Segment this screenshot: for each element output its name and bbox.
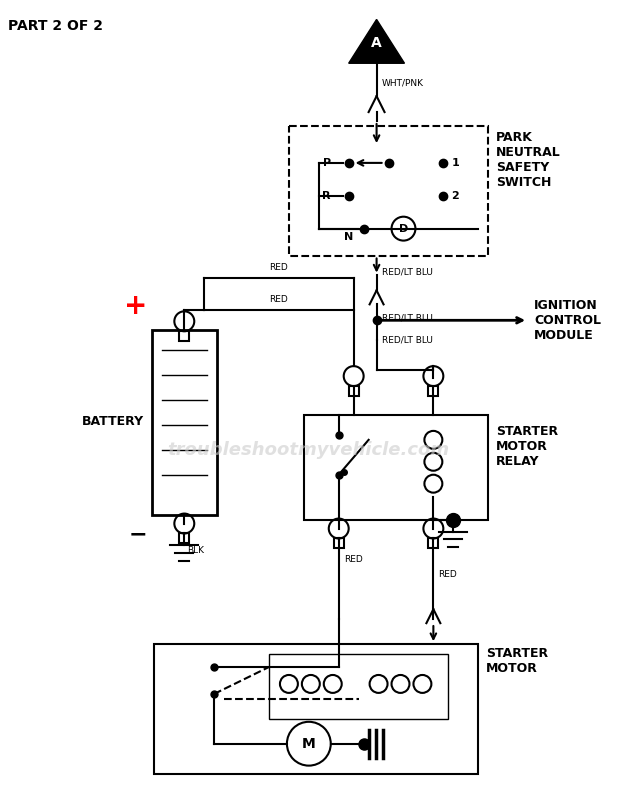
Text: RED: RED <box>344 555 363 564</box>
Text: 1: 1 <box>451 158 459 168</box>
Bar <box>154 644 478 774</box>
Text: A: A <box>371 36 382 50</box>
Bar <box>349 386 358 396</box>
Text: WHT/PNK: WHT/PNK <box>381 78 423 88</box>
Text: troubleshootmyvehicle.com: troubleshootmyvehicle.com <box>167 441 449 459</box>
Text: STARTER
MOTOR
RELAY: STARTER MOTOR RELAY <box>496 425 558 468</box>
Text: IGNITION
CONTROL
MODULE: IGNITION CONTROL MODULE <box>534 298 601 342</box>
Text: PARK
NEUTRAL
SAFETY
SWITCH: PARK NEUTRAL SAFETY SWITCH <box>496 131 561 189</box>
Text: STARTER
MOTOR: STARTER MOTOR <box>486 647 548 675</box>
Text: N: N <box>344 232 353 242</box>
Text: R: R <box>322 190 331 201</box>
Text: M: M <box>302 737 316 750</box>
Bar <box>179 534 189 543</box>
Text: RED: RED <box>269 263 289 273</box>
Text: RED/LT BLU: RED/LT BLU <box>381 336 433 345</box>
Text: RED: RED <box>438 570 457 579</box>
Text: RED: RED <box>269 295 289 304</box>
Text: D: D <box>399 224 408 234</box>
Text: −: − <box>129 525 148 545</box>
Text: BATTERY: BATTERY <box>82 415 145 429</box>
Bar <box>289 126 488 255</box>
Text: P: P <box>323 158 331 168</box>
Bar <box>153 330 217 514</box>
Text: +: + <box>124 292 148 320</box>
Text: RED/LT BLU: RED/LT BLU <box>381 314 433 323</box>
Text: BLK: BLK <box>187 546 205 555</box>
Bar <box>334 538 344 549</box>
Bar <box>304 415 488 519</box>
Text: PART 2 OF 2: PART 2 OF 2 <box>8 19 103 34</box>
Text: 2: 2 <box>451 190 459 201</box>
Polygon shape <box>349 19 404 63</box>
Bar <box>428 386 438 396</box>
Bar <box>179 331 189 342</box>
Text: RED/LT BLU: RED/LT BLU <box>381 268 433 277</box>
Bar <box>269 654 448 719</box>
Bar <box>428 538 438 549</box>
